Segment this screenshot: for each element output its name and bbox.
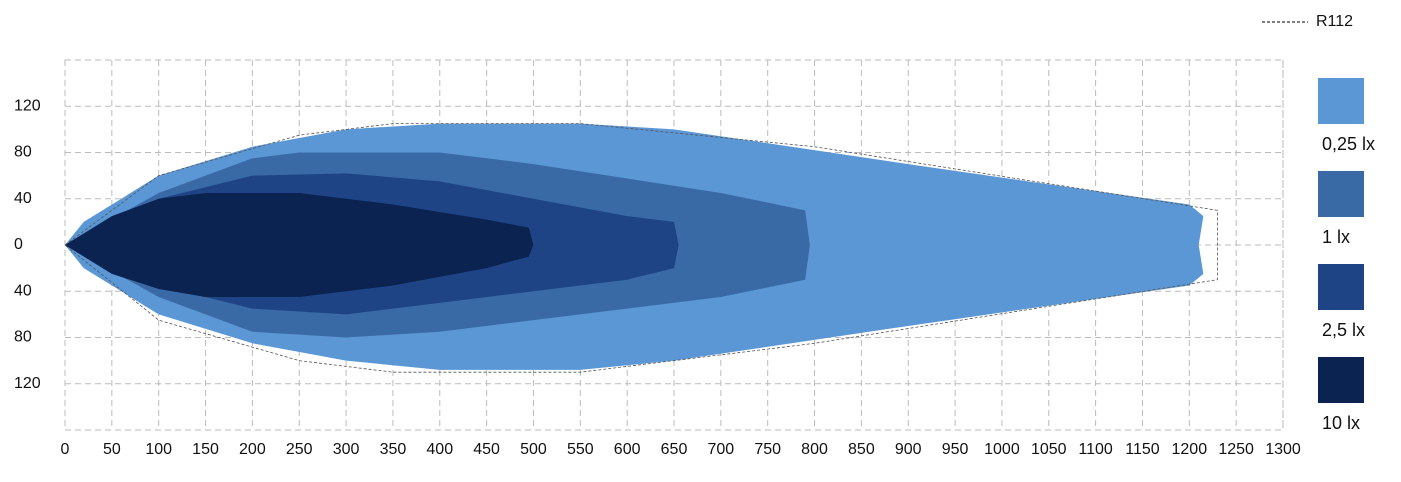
legend-swatch [1318,357,1364,403]
x-tick-label: 100 [145,441,172,458]
legend-swatch [1318,78,1364,124]
y-tick-label: 40 [14,282,32,299]
legend-label: 2,5 lx [1322,320,1365,340]
y-tick-label: 0 [14,236,23,253]
y-tick-label: 80 [14,329,32,346]
x-tick-label: 500 [520,441,547,458]
y-tick-label: 120 [14,375,41,392]
y-tick-label: 120 [14,97,41,114]
x-tick-label: 650 [661,441,688,458]
x-tick-label: 950 [942,441,969,458]
legend-label: R112 [1316,13,1353,30]
legend-label: 10 lx [1322,413,1360,433]
x-tick-label: 50 [103,441,121,458]
x-tick-label: 400 [426,441,453,458]
x-tick-label: 1050 [1031,441,1067,458]
x-tick-label: 200 [239,441,266,458]
x-tick-label: 600 [614,441,641,458]
x-tick-label: 1100 [1078,441,1113,458]
x-tick-label: 250 [286,441,313,458]
x-tick-label: 0 [61,441,70,458]
x-tick-label: 550 [567,441,594,458]
x-tick-label: 300 [333,441,360,458]
legend-label: 0,25 lx [1322,134,1375,154]
isolux-area [65,192,534,298]
x-tick-label: 150 [192,441,219,458]
x-tick-label: 350 [380,441,407,458]
x-tick-label: 900 [895,441,922,458]
x-tick-label: 450 [473,441,500,458]
x-tick-label: 1250 [1218,441,1254,458]
x-tick-label: 850 [848,441,875,458]
x-tick-label: 750 [754,441,781,458]
x-tick-label: 800 [801,441,828,458]
x-tick-label: 1300 [1265,441,1301,458]
y-tick-label: 80 [14,144,32,161]
legend-swatch [1318,171,1364,217]
y-tick-label: 40 [14,190,32,207]
x-tick-label: 1150 [1125,441,1160,458]
x-tick-label: 1200 [1172,441,1208,458]
legend-swatch [1318,264,1364,310]
x-tick-label: 700 [707,441,734,458]
x-tick-label: 1000 [984,441,1020,458]
reference-outline [64,123,1218,373]
legend-label: 1 lx [1322,227,1350,247]
